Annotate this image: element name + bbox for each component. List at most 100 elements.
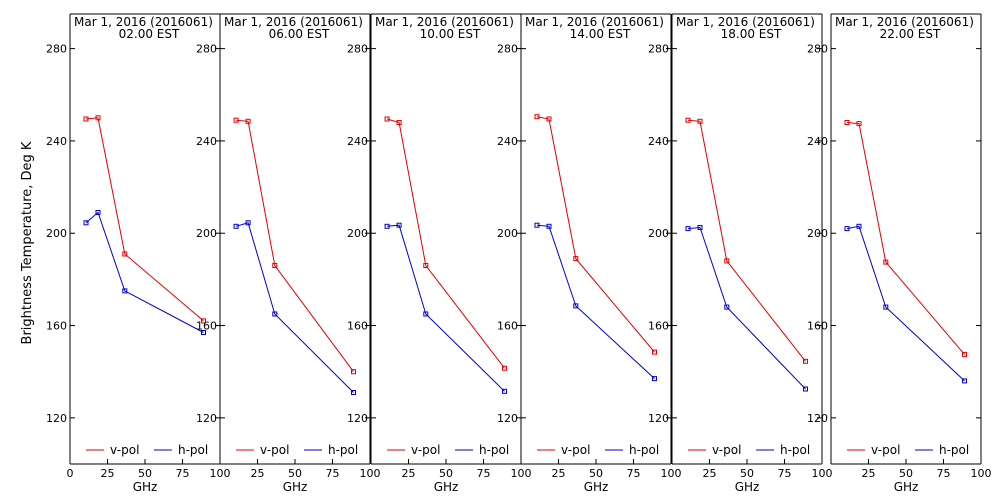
y-tick-label: 120: [807, 412, 828, 425]
data-point-h-pol: [962, 378, 967, 384]
y-tick-label: 280: [648, 43, 669, 56]
panel-1: Mar 1, 2016 (2016061)02.00 EST 120 160 200 2…: [46, 13, 231, 494]
data-point-v-pol: [83, 116, 89, 122]
legend-label-v-pol: v-pol: [411, 443, 440, 457]
legend-label-h-pol: h-pol: [780, 443, 810, 457]
series-line-h-pol: [387, 224, 505, 392]
x-tick-label: 100: [360, 467, 381, 480]
x-tick-label: 50: [288, 467, 302, 480]
series-line-v-pol: [236, 119, 354, 372]
x-tick-label: 50: [589, 467, 603, 480]
x-tick-label: 100: [661, 467, 682, 480]
x-tick-label: 50: [439, 467, 453, 480]
panel-title-time: 10.00 EST: [420, 27, 481, 41]
x-tick-label: 75: [326, 467, 340, 480]
data-point-v-pol: [502, 365, 507, 371]
panel-title-time: 22.00 EST: [880, 27, 941, 41]
y-tick-label: 280: [46, 43, 67, 56]
y-tick-label: 240: [807, 135, 828, 148]
x-tick-label: 25: [402, 467, 416, 480]
data-point-h-pol: [652, 376, 657, 382]
data-point-v-pol: [201, 318, 206, 324]
x-tick-label: 100: [210, 467, 231, 480]
data-point-v-pol: [724, 258, 730, 264]
series-line-v-pol: [536, 116, 655, 353]
x-axis-label: GHz: [133, 480, 158, 494]
data-point-v-pol: [233, 117, 239, 123]
data-point-v-pol: [384, 116, 390, 122]
data-point-v-pol: [245, 118, 251, 124]
legend-label-v-pol: v-pol: [260, 443, 289, 457]
x-tick-label: 25: [862, 467, 876, 480]
panel-title-date: Mar 1, 2016 (2016061): [74, 15, 213, 29]
data-point-v-pol: [423, 263, 429, 268]
x-tick-label: 25: [703, 467, 717, 480]
data-point-h-pol: [423, 311, 429, 317]
legend-label-v-pol: v-pol: [561, 443, 590, 457]
series-line-v-pol: [386, 118, 505, 369]
x-tick-label: 75: [778, 467, 792, 480]
x-tick-label: 100: [511, 467, 532, 480]
legend-label-v-pol: v-pol: [110, 443, 139, 457]
y-tick-label: 120: [497, 412, 518, 425]
series-line-v-pol: [846, 122, 965, 355]
y-tick-label: 120: [46, 412, 67, 425]
panel-title-date: Mar 1, 2016 (2016061): [835, 15, 974, 29]
data-point-h-pol: [856, 223, 862, 229]
x-tick-label: 50: [899, 467, 913, 480]
y-tick-label: 120: [347, 412, 368, 425]
data-point-h-pol: [697, 225, 703, 230]
y-tick-label: 240: [46, 135, 67, 148]
y-tick-label: 280: [497, 43, 518, 56]
data-point-h-pol: [122, 288, 128, 294]
x-tick-label: 75: [937, 467, 951, 480]
x-tick-label: 75: [176, 467, 190, 480]
legend-label-h-pol: h-pol: [479, 443, 509, 457]
panel-title-time: 18.00 EST: [721, 27, 782, 41]
y-tick-label: 200: [497, 227, 518, 240]
data-point-h-pol: [546, 223, 552, 229]
x-tick-label: 25: [251, 467, 265, 480]
panels-container: Mar 1, 2016 (2016061)02.00 EST1201602002…: [46, 13, 992, 494]
panel-4: Mar 1, 2016 (2016061)14.00 EST 120 160 200 2…: [497, 13, 682, 494]
panel-2: Mar 1, 2016 (2016061)06.00 EST 120 160 200 2…: [196, 13, 381, 494]
data-point-h-pol: [685, 226, 691, 232]
data-point-v-pol: [844, 120, 850, 125]
data-point-h-pol: [384, 223, 390, 229]
data-point-v-pol: [546, 116, 552, 122]
data-point-h-pol: [396, 222, 402, 228]
panel-title-time: 06.00 EST: [269, 27, 330, 41]
x-tick-label: 100: [971, 467, 992, 480]
data-point-h-pol: [201, 330, 206, 335]
series-line-h-pol: [536, 224, 655, 379]
y-tick-label: 240: [196, 135, 217, 148]
data-point-v-pol: [351, 369, 356, 375]
data-point-h-pol: [844, 226, 850, 232]
data-point-h-pol: [803, 386, 808, 392]
legend-label-h-pol: h-pol: [328, 443, 358, 457]
x-tick-label: 50: [138, 467, 152, 480]
panel-title-date: Mar 1, 2016 (2016061): [525, 15, 664, 29]
panel-5: Mar 1, 2016 (2016061)18.00 EST 120 160 200 2…: [648, 13, 833, 494]
y-tick-label: 160: [807, 320, 828, 333]
x-axis-label: GHz: [434, 480, 459, 494]
y-tick-label: 160: [648, 320, 669, 333]
x-axis-label: GHz: [283, 480, 308, 494]
legend-label-v-pol: v-pol: [871, 443, 900, 457]
y-tick-label: 200: [648, 227, 669, 240]
y-tick-label: 240: [347, 135, 368, 148]
y-tick-label: 280: [196, 43, 217, 56]
y-tick-label: 200: [46, 227, 67, 240]
y-tick-label: 160: [46, 320, 67, 333]
x-tick-label: 25: [101, 467, 115, 480]
data-point-h-pol: [272, 311, 278, 317]
y-tick-label: 120: [196, 412, 217, 425]
legend-label-h-pol: h-pol: [178, 443, 208, 457]
x-axis-label: GHz: [584, 480, 609, 494]
y-axis-label: Brightness Temperature, Deg K: [20, 141, 35, 344]
data-point-h-pol: [883, 304, 889, 310]
y-tick-label: 160: [497, 320, 518, 333]
data-point-v-pol: [573, 256, 579, 262]
panel-title-date: Mar 1, 2016 (2016061): [224, 15, 363, 29]
